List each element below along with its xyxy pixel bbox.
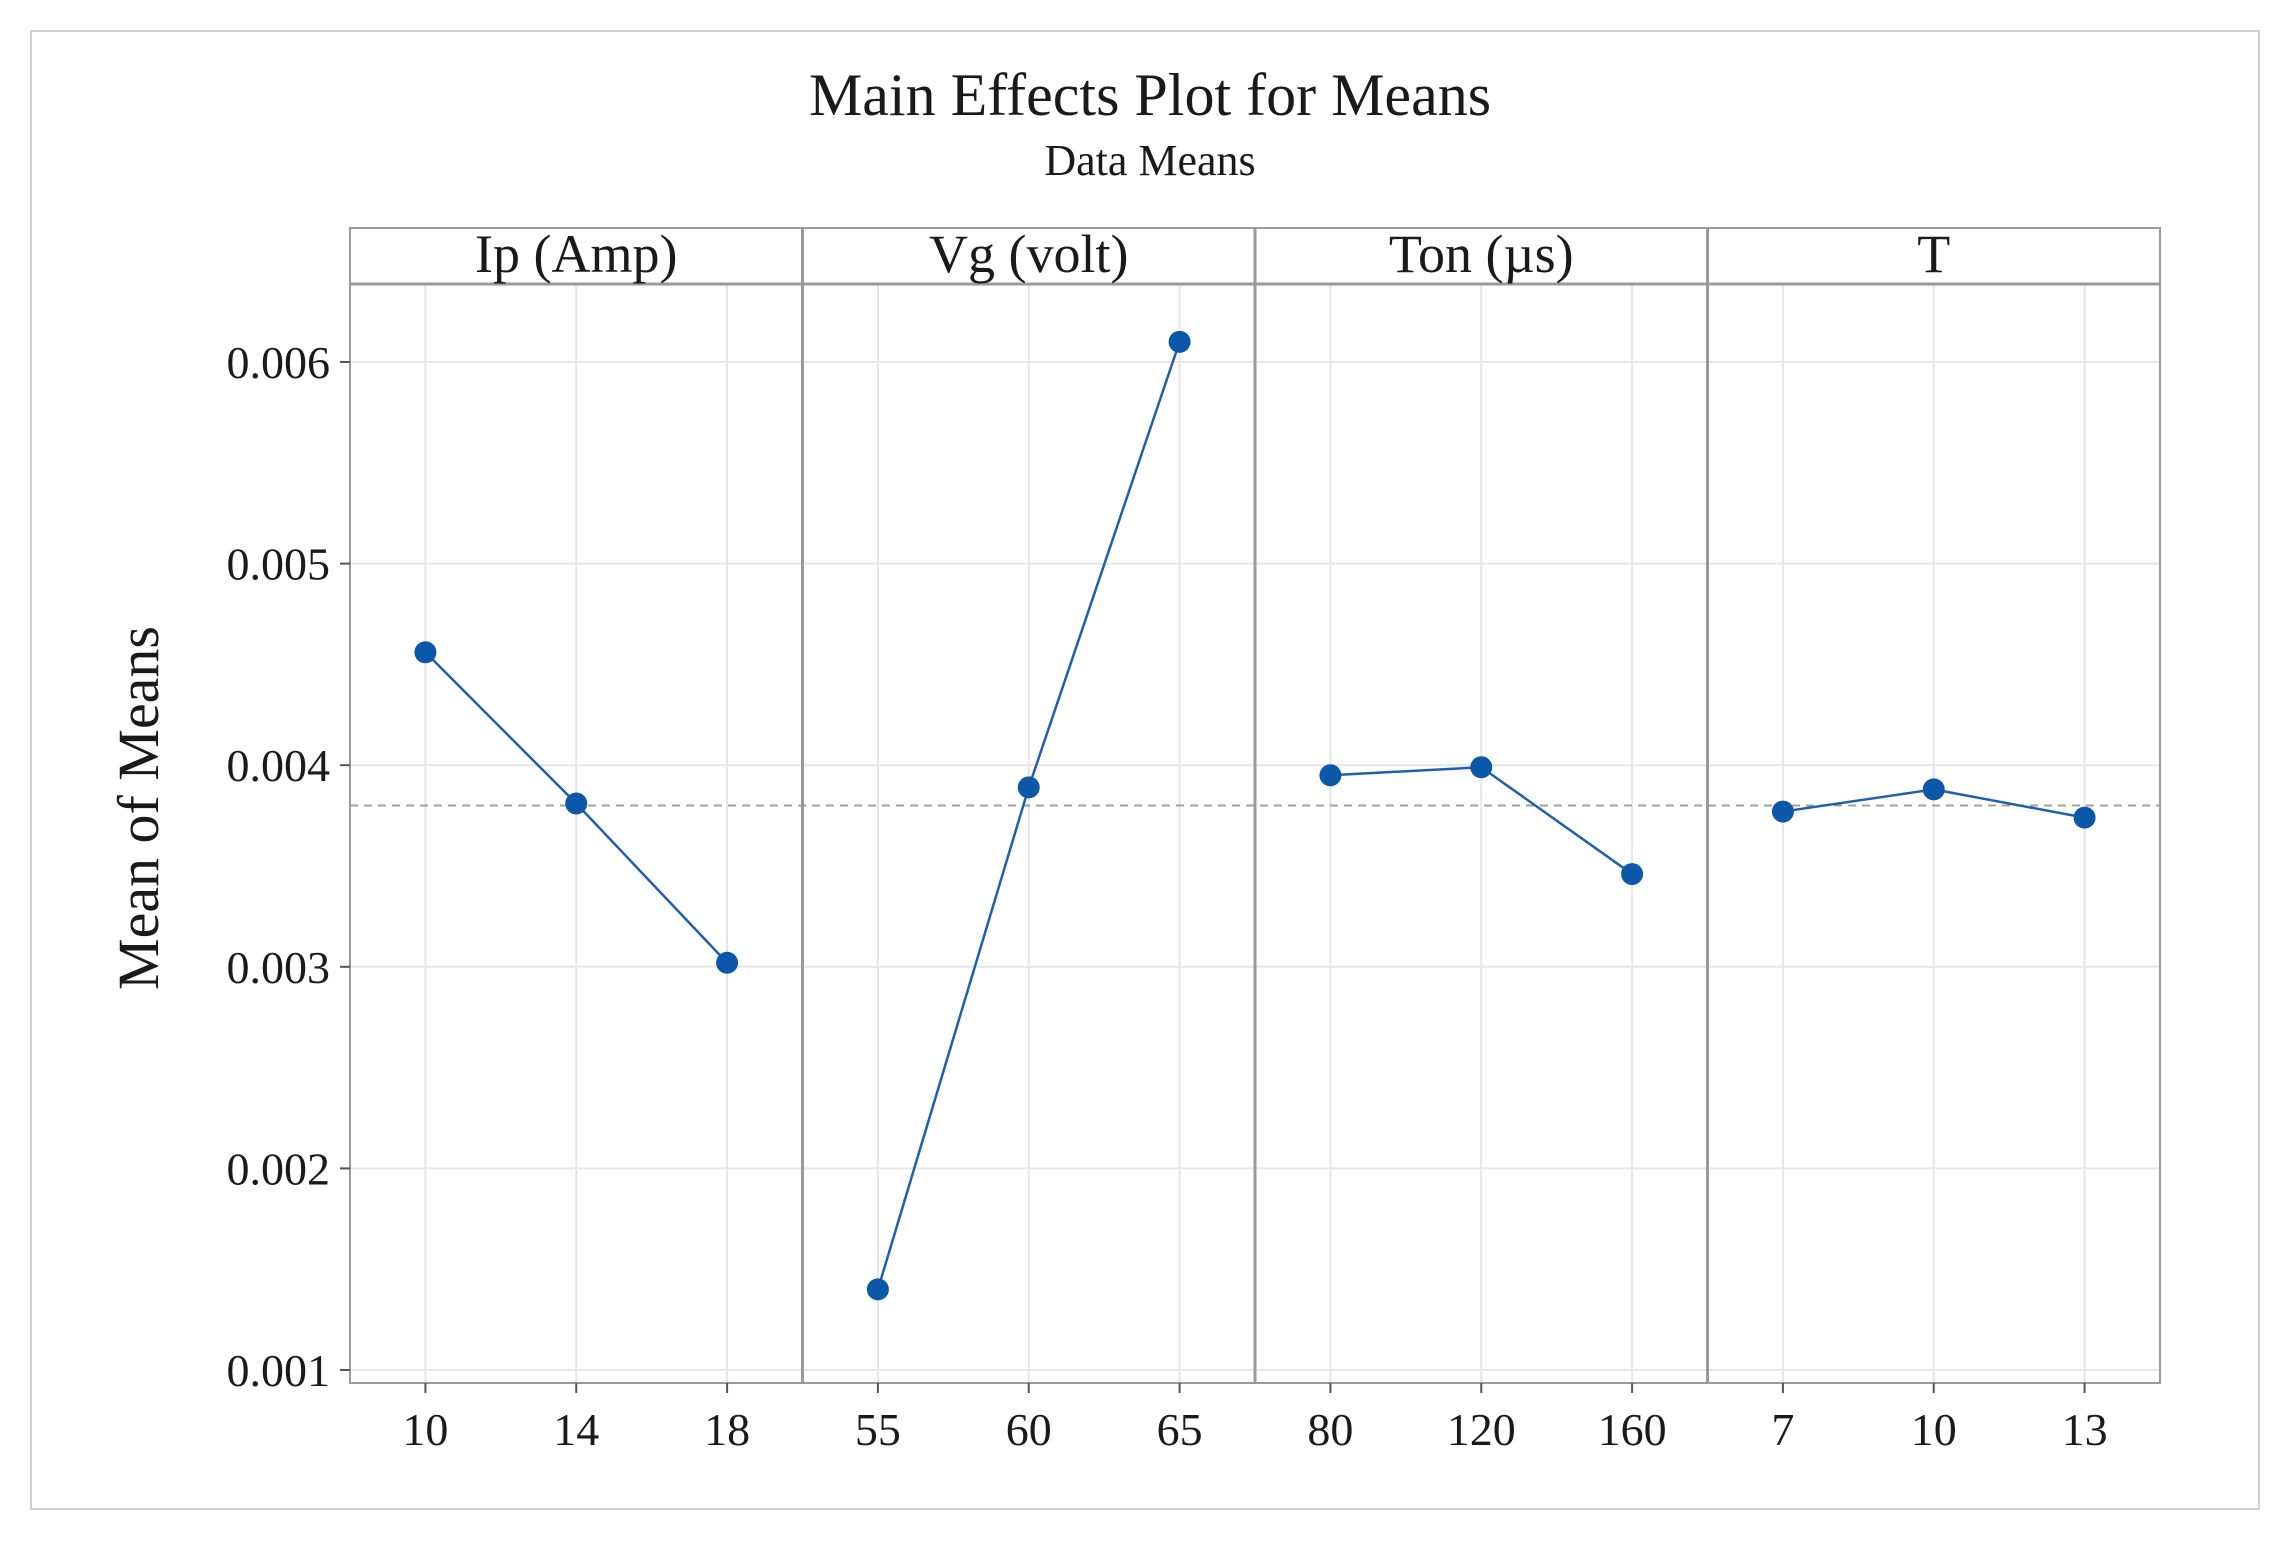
chart-subtitle: Data Means [1044, 136, 1255, 185]
y-axis-label: Mean of Means [106, 626, 171, 990]
y-tick-label: 0.001 [227, 1345, 331, 1396]
x-tick-label: 80 [1307, 1404, 1353, 1455]
data-point [716, 951, 739, 974]
data-point [866, 1278, 889, 1301]
data-point [565, 792, 588, 815]
x-tick-label: 18 [704, 1404, 750, 1455]
panel-header-label: Ton (µs) [1389, 224, 1574, 284]
x-tick-label: 160 [1598, 1404, 1667, 1455]
data-point [1771, 800, 1794, 823]
data-point [1470, 756, 1493, 779]
y-tick-label: 0.005 [227, 539, 331, 590]
y-tick-label: 0.006 [227, 337, 331, 388]
data-point [1621, 863, 1644, 886]
x-tick-label: 10 [402, 1404, 448, 1455]
panel-header-label: T [1917, 224, 1950, 284]
x-tick-label: 14 [553, 1404, 599, 1455]
chart-frame [30, 30, 2260, 1510]
x-tick-label: 13 [2062, 1404, 2108, 1455]
y-tick-label: 0.004 [227, 740, 331, 791]
data-point [414, 641, 437, 664]
y-tick-label: 0.003 [227, 942, 331, 993]
x-tick-label: 55 [855, 1404, 901, 1455]
data-point [1922, 778, 1945, 801]
y-tick-label: 0.002 [227, 1143, 331, 1194]
chart-title: Main Effects Plot for Means [809, 62, 1491, 128]
x-tick-label: 120 [1447, 1404, 1516, 1455]
data-point [1168, 330, 1191, 353]
data-point [1017, 776, 1040, 799]
x-tick-label: 7 [1771, 1404, 1794, 1455]
panel-header-label: Ip (Amp) [475, 224, 677, 284]
data-point [2073, 806, 2096, 829]
x-tick-label: 10 [1911, 1404, 1957, 1455]
x-tick-label: 65 [1157, 1404, 1203, 1455]
data-point [1319, 764, 1342, 787]
panel-header-label: Vg (volt) [929, 224, 1128, 284]
x-tick-label: 60 [1006, 1404, 1052, 1455]
